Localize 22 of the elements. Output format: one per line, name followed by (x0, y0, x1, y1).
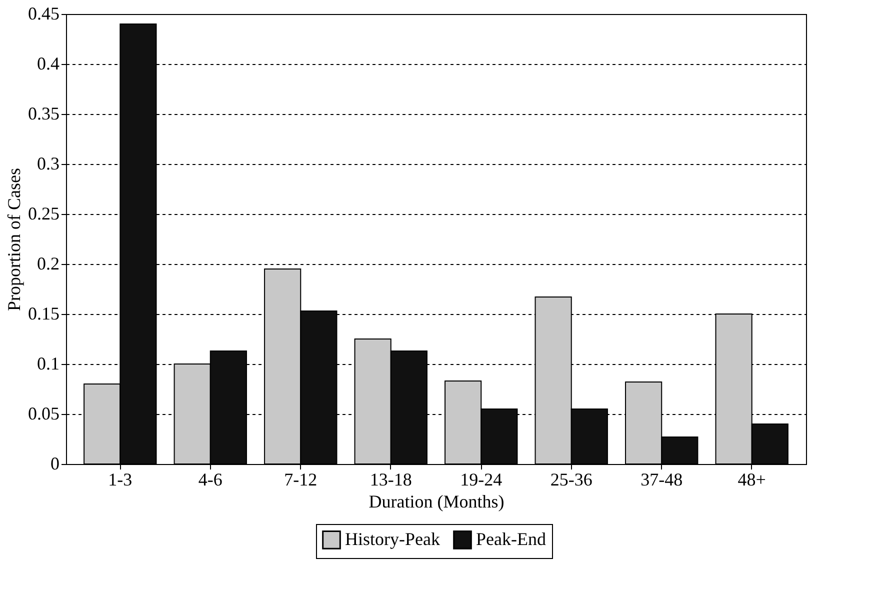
y-axis-title: Proportion of Cases (4, 168, 24, 311)
x-tick-label: 4-6 (198, 470, 222, 490)
y-tick-label: 0.05 (28, 404, 60, 424)
y-tick-label: 0.4 (37, 54, 60, 74)
legend-label: History-Peak (345, 528, 440, 549)
y-tick-label: 0.35 (28, 104, 60, 124)
y-tick-label: 0.25 (28, 204, 60, 224)
x-axis-title: Duration (Months) (368, 492, 504, 512)
y-tick-label: 0.2 (37, 254, 60, 274)
y-tick-label: 0.3 (37, 154, 60, 174)
x-tick-label: 1-3 (108, 470, 132, 490)
x-tick-label: 48+ (738, 470, 766, 490)
y-tick-label: 0.45 (28, 4, 60, 24)
x-tick-label: 25-36 (550, 470, 592, 490)
y-tick-label: 0.15 (28, 304, 60, 324)
x-tick-label: 7-12 (284, 470, 318, 490)
y-tick-label: 0 (50, 454, 60, 474)
legend-label: Peak-End (476, 528, 546, 549)
y-tick-label: 0.1 (37, 354, 60, 374)
x-tick-label: 19-24 (460, 470, 502, 490)
x-tick-label: 37-48 (640, 470, 683, 490)
x-tick-label: 13-18 (370, 470, 412, 490)
